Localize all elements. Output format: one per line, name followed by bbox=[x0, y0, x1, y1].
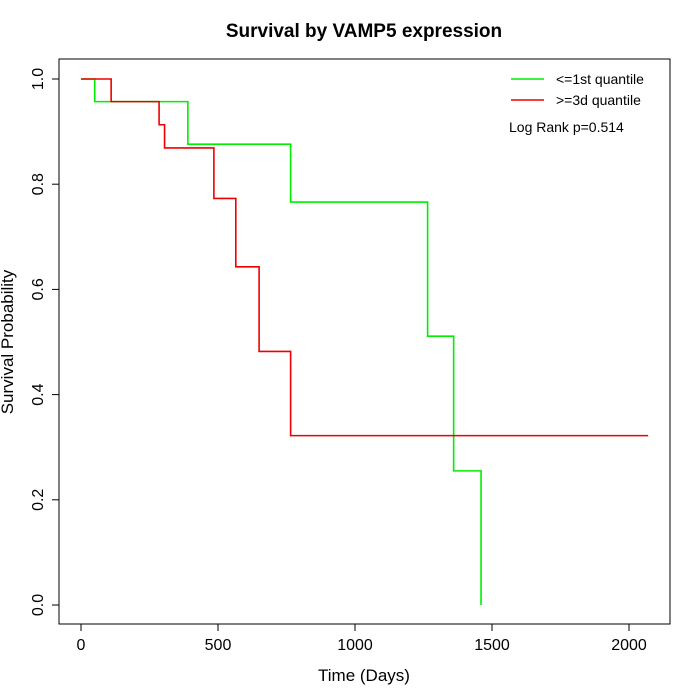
y-tick-label: 0.0 bbox=[30, 594, 47, 616]
x-tick-label: 1000 bbox=[337, 637, 373, 654]
x-axis-label: Time (Days) bbox=[318, 666, 410, 685]
y-axis-label: Survival Probability bbox=[0, 269, 17, 414]
y-tick-label: 0.2 bbox=[30, 489, 47, 511]
y-tick-label: 0.8 bbox=[30, 173, 47, 195]
series-layer bbox=[81, 78, 649, 605]
survival-curve-series-1 bbox=[81, 78, 482, 605]
x-axis: 0 500 1000 1500 2000 bbox=[77, 623, 647, 654]
chart-title: Survival by VAMP5 expression bbox=[226, 21, 502, 42]
legend-label-series-1: <=1st quantile bbox=[556, 71, 644, 87]
x-tick-label: 1500 bbox=[474, 637, 510, 654]
plot-frame bbox=[58, 58, 671, 625]
x-tick-label: 500 bbox=[205, 637, 232, 654]
survival-curve-series-2 bbox=[81, 78, 649, 437]
log-rank-annotation: Log Rank p=0.514 bbox=[509, 119, 624, 135]
x-tick-label: 0 bbox=[77, 637, 86, 654]
legend: <=1st quantile >=3d quantile bbox=[511, 71, 644, 108]
x-tick-label: 2000 bbox=[611, 637, 647, 654]
y-tick-label: 1.0 bbox=[30, 68, 47, 90]
legend-label-series-2: >=3d quantile bbox=[556, 92, 641, 108]
y-tick-label: 0.6 bbox=[30, 278, 47, 300]
y-axis: 0.0 0.2 0.4 0.6 0.8 1.0 bbox=[30, 68, 60, 616]
y-tick-label: 0.4 bbox=[30, 383, 47, 405]
